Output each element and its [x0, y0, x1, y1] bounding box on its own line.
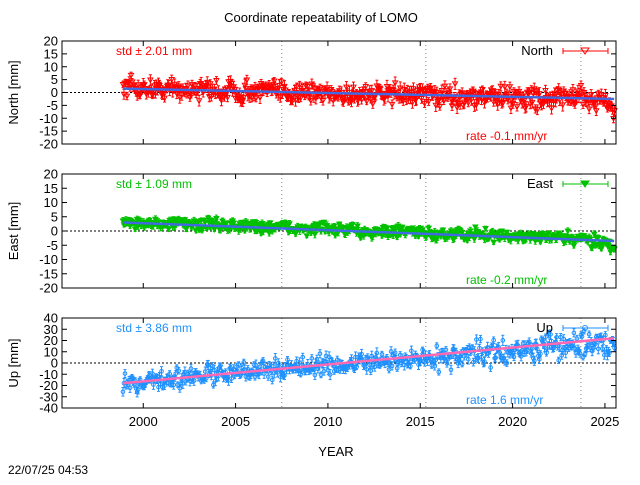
y-tick-label-east: -20 — [39, 281, 58, 296]
y-tick-label-east: -10 — [39, 252, 58, 267]
y-axis-label-east: East [mm] — [6, 202, 21, 261]
y-tick-label-east: 15 — [44, 181, 58, 196]
y-tick-label-east: 0 — [51, 224, 58, 239]
y-tick-label-east: -15 — [39, 266, 58, 281]
std-label-north: std ± 2.01 mm — [116, 44, 192, 58]
rate-label-north: rate -0.1 mm/yr — [466, 129, 547, 143]
std-label-east: std ± 1.09 mm — [116, 177, 192, 191]
y-tick-label-east: 20 — [44, 167, 58, 182]
y-tick-label-east: 5 — [51, 209, 58, 224]
rate-label-east: rate -0.2 mm/yr — [466, 273, 547, 287]
legend-label-north: North — [521, 43, 553, 58]
x-axis-label: YEAR — [318, 444, 353, 459]
legend-label-east: East — [527, 176, 553, 191]
y-tick-label-east: -5 — [46, 238, 58, 253]
y-tick-label-north: -20 — [39, 137, 58, 152]
timestamp: 22/07/25 04:53 — [8, 463, 88, 477]
y-tick-label-east: 10 — [44, 195, 58, 210]
figure-title: Coordinate repeatability of LOMO — [224, 10, 418, 25]
y-axis-label-north: North [mm] — [6, 60, 21, 124]
